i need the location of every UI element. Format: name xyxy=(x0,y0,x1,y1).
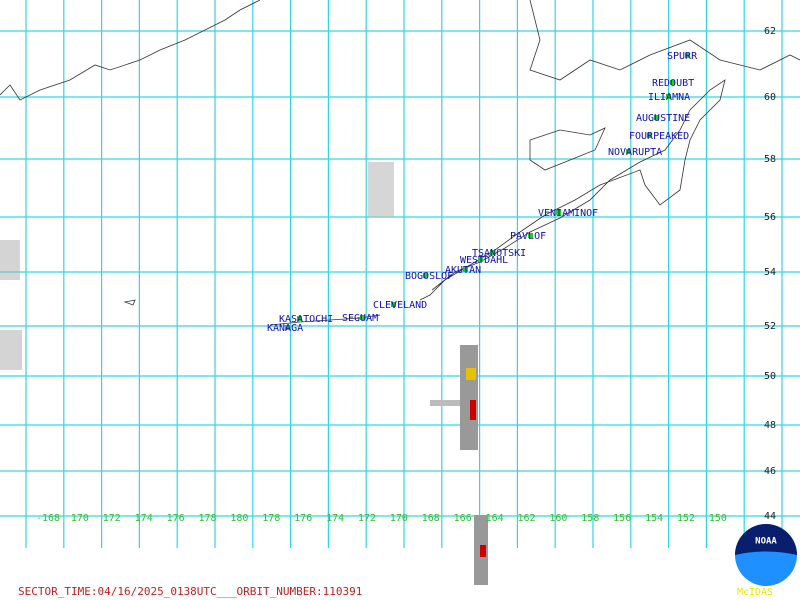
longitude-label: 174 xyxy=(135,513,153,524)
volcano-marker xyxy=(360,315,365,320)
longitude-label: 164 xyxy=(486,513,504,524)
logo-name: NOAA xyxy=(755,537,777,547)
volcano-label: TSANOTSKI xyxy=(472,248,526,259)
longitude-label: 158 xyxy=(581,513,599,524)
volcano-marker xyxy=(528,233,533,238)
coast-north xyxy=(0,0,261,101)
volcano-label: BOGOSLOF xyxy=(405,271,453,282)
longitude-label: 178 xyxy=(262,513,280,524)
latitude-label: 58 xyxy=(764,154,776,165)
volcano-marker xyxy=(647,133,652,138)
cloud-patch xyxy=(368,162,394,217)
graticule xyxy=(0,0,800,548)
latitude-label: 50 xyxy=(764,371,776,382)
latitude-label: 54 xyxy=(764,267,776,278)
volcano-label: SEGUAM xyxy=(342,313,378,324)
volcano-label: ILIAMNA xyxy=(648,92,690,103)
longitude-label: 154 xyxy=(645,513,663,524)
latitude-label: 60 xyxy=(764,92,776,103)
volcano-marker xyxy=(670,80,675,85)
volcano-marker xyxy=(478,257,483,262)
coast-peninsula xyxy=(419,79,726,301)
volcano-label: VENIAMINOF xyxy=(538,208,598,219)
volcano-label: KANAGA xyxy=(267,323,303,334)
volcano-marker xyxy=(556,210,561,215)
volcano-marker xyxy=(654,115,659,120)
logo-top xyxy=(735,524,797,555)
coast-alaska xyxy=(529,0,800,81)
longitude-label: 172 xyxy=(103,513,121,524)
longitude-label: 150 xyxy=(709,513,727,524)
volcano-marker xyxy=(285,325,290,330)
volcano-label: REDOUBT xyxy=(652,78,694,89)
volcano-marker xyxy=(490,250,495,255)
longitude-label: 160 xyxy=(549,513,567,524)
longitude-label: 166 xyxy=(454,513,472,524)
noaa-logo: NOAA McIDAS xyxy=(735,524,797,598)
cloud-patch xyxy=(430,400,460,406)
volcano-label: AUGUSTINE xyxy=(636,113,690,124)
swath-edge xyxy=(460,345,478,450)
volcano-marker xyxy=(463,267,468,272)
volcano-label: SPURR xyxy=(667,51,698,62)
longitude-label: 168 xyxy=(422,513,440,524)
cloud-imagery xyxy=(0,162,488,585)
longitude-label: 172 xyxy=(358,513,376,524)
coast-bristol xyxy=(529,127,606,171)
longitude-label: 176 xyxy=(294,513,312,524)
volcano-label: WESTDAHL xyxy=(460,255,508,266)
longitude-label: -168 xyxy=(36,513,60,524)
latitude-label: 62 xyxy=(764,26,776,37)
volcano-label: AKUTAN xyxy=(445,265,481,276)
volcano-marker xyxy=(297,316,302,321)
longitude-label: 162 xyxy=(517,513,535,524)
volcano-marker xyxy=(685,53,690,58)
longitude-label: 170 xyxy=(390,513,408,524)
latitude-label: 46 xyxy=(764,466,776,477)
longitude-label: 156 xyxy=(613,513,631,524)
coastline xyxy=(0,0,800,326)
volcano-marker xyxy=(626,149,631,154)
swath-edge xyxy=(466,368,476,380)
volcano-label: FOURPEAKED xyxy=(629,131,689,142)
latitude-label: 52 xyxy=(764,321,776,332)
longitude-label: 176 xyxy=(167,513,185,524)
latitude-label: 44 xyxy=(764,511,776,522)
swath-edge xyxy=(480,545,486,557)
volcano-label: CLEVELAND xyxy=(373,300,427,311)
longitude-label: 170 xyxy=(71,513,89,524)
swath-edge xyxy=(470,400,476,420)
volcano-marker xyxy=(423,273,428,278)
longitude-label: 152 xyxy=(677,513,695,524)
longitude-label: 180 xyxy=(230,513,248,524)
longitude-label: 178 xyxy=(198,513,216,524)
cloud-patch xyxy=(0,330,22,370)
logo-caption: McIDAS xyxy=(737,587,773,598)
latitude-label: 56 xyxy=(764,212,776,223)
sector-footer: SECTOR_TIME:04/16/2025_0138UTC___ORBIT_N… xyxy=(18,585,362,598)
latitude-label: 48 xyxy=(764,420,776,431)
volcano-label: NOVARUPTA xyxy=(608,147,662,158)
islands xyxy=(123,299,381,326)
longitude-label: 174 xyxy=(326,513,344,524)
volcano-marker xyxy=(666,94,671,99)
volcano-label: PAVLOF xyxy=(510,231,546,242)
cloud-patch xyxy=(0,240,20,280)
volcano-marker xyxy=(391,302,396,307)
volcano-label: KASATOCHI xyxy=(279,314,333,325)
